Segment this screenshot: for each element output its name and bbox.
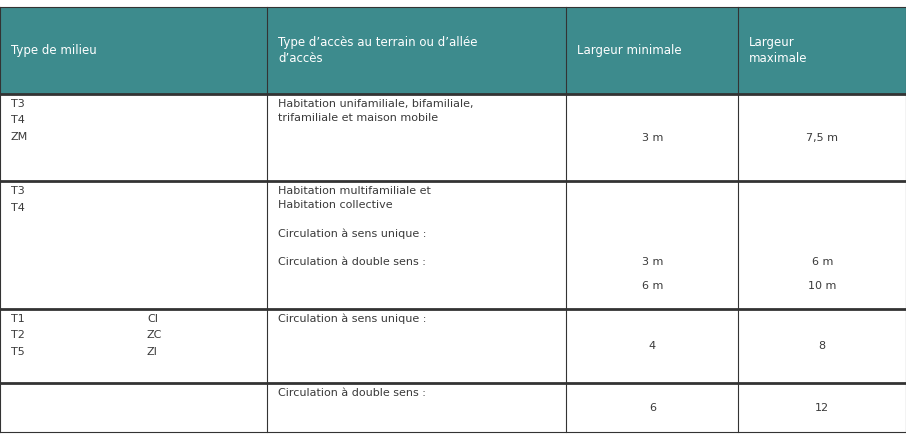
Text: Type de milieu: Type de milieu [11,44,97,57]
Text: 6: 6 [649,403,656,413]
Text: 7,5 m: 7,5 m [806,133,838,143]
Text: 6 m: 6 m [812,257,833,267]
Bar [0,94,267,181]
Bar [267,94,566,181]
Bar [267,309,566,383]
Text: 6 m: 6 m [641,281,663,291]
Text: 12: 12 [815,403,829,413]
Bar [738,383,906,432]
Bar [566,181,738,309]
Text: 3 m: 3 m [641,133,663,143]
Bar [0,7,267,94]
Text: T3
T4: T3 T4 [11,186,24,213]
Text: Habitation unifamiliale, bifamiliale,
trifamiliale et maison mobile: Habitation unifamiliale, bifamiliale, tr… [278,99,474,123]
Bar [738,94,906,181]
Bar [267,7,566,94]
Text: Largeur minimale: Largeur minimale [577,44,681,57]
Bar [738,181,906,309]
Text: 8: 8 [819,341,825,351]
Text: 10 m: 10 m [808,281,836,291]
Text: 4: 4 [649,341,656,351]
Text: Circulation à sens unique :: Circulation à sens unique : [278,314,427,324]
Bar [0,383,267,432]
Bar [566,309,738,383]
Bar [566,7,738,94]
Text: Type d’accès au terrain ou d’allée
d’accès: Type d’accès au terrain ou d’allée d’acc… [278,36,477,65]
Text: Circulation à double sens :: Circulation à double sens : [278,388,426,397]
Text: Habitation multifamiliale et
Habitation collective

Circulation à sens unique :
: Habitation multifamiliale et Habitation … [278,186,431,267]
Text: 3 m: 3 m [641,257,663,267]
Text: Largeur
maximale: Largeur maximale [749,36,808,65]
Text: T3
T4
ZM: T3 T4 ZM [11,99,28,142]
Bar [0,181,267,309]
Bar [267,383,566,432]
Bar [738,309,906,383]
Text: T1
T2
T5: T1 T2 T5 [11,314,24,357]
Bar [738,7,906,94]
Bar [566,94,738,181]
Bar [0,309,267,383]
Bar [267,181,566,309]
Bar [566,383,738,432]
Text: CI
ZC
ZI: CI ZC ZI [147,314,162,357]
